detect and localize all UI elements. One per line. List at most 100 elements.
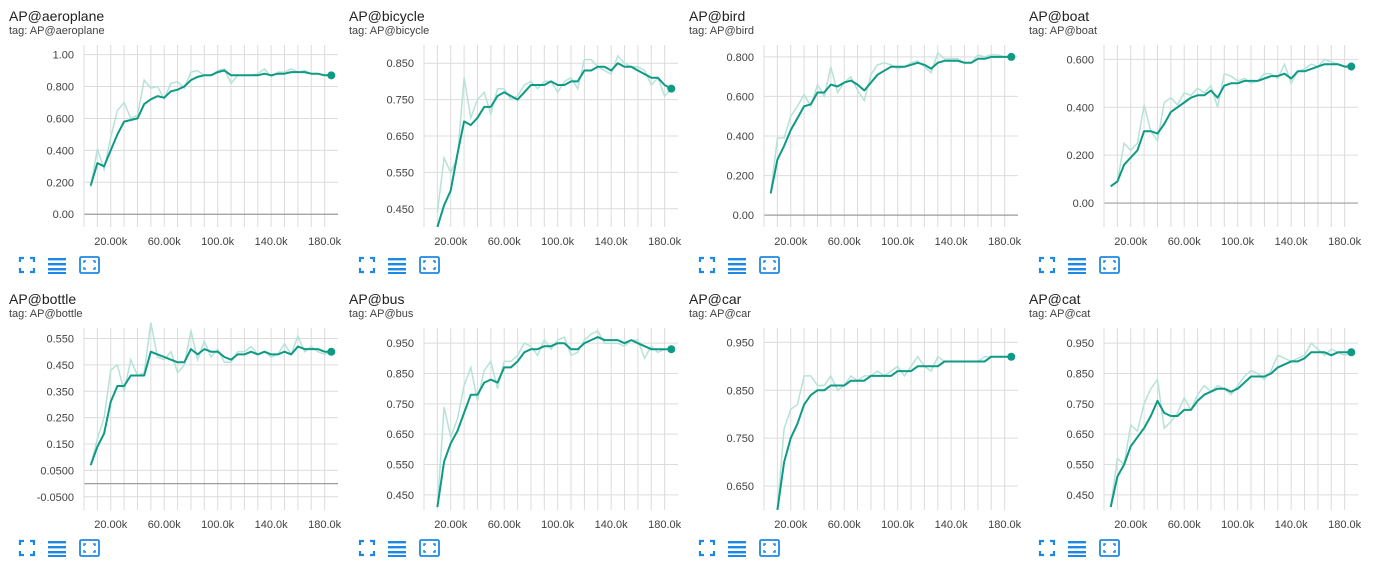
chart-toolbar bbox=[18, 256, 138, 276]
fullscreen-icon bbox=[358, 539, 376, 557]
y-tick-label: 0.600 bbox=[46, 113, 74, 125]
line-chart[interactable]: 0.00 0.200 0.400 0.600 0.800 1.00 20.00k 60.00k… bbox=[0, 0, 342, 250]
chart-toolbar bbox=[698, 539, 818, 559]
x-tick-label: 20.00k bbox=[434, 519, 468, 531]
data-table-icon bbox=[388, 258, 406, 274]
fullscreen-button[interactable] bbox=[358, 539, 380, 557]
raw-series-line bbox=[436, 54, 672, 213]
line-chart[interactable]: 0.450 0.550 0.650 0.750 0.850 20.00k 60.00k 100… bbox=[340, 0, 682, 250]
fit-domain-button[interactable] bbox=[759, 256, 781, 274]
fit-domain-button[interactable] bbox=[1099, 539, 1121, 557]
x-tick-label: 140.0k bbox=[595, 236, 629, 248]
chart-toolbar bbox=[1038, 539, 1158, 559]
x-tick-label: 100.0k bbox=[201, 519, 235, 531]
y-tick-label: 0.400 bbox=[46, 145, 74, 157]
y-tick-label: 0.0500 bbox=[40, 465, 74, 477]
fit-domain-icon bbox=[79, 256, 100, 274]
y-tick-label: -0.0500 bbox=[37, 492, 74, 504]
line-chart[interactable]: 0.450 0.550 0.650 0.750 0.850 0.950 20.00k 60.0… bbox=[340, 283, 682, 533]
x-tick-label: 60.00k bbox=[1168, 519, 1202, 531]
chart-toolbar bbox=[358, 539, 478, 559]
raw-series-line bbox=[436, 330, 672, 508]
last-value-marker bbox=[667, 84, 676, 93]
chart-title: AP@bicycle bbox=[349, 8, 425, 24]
y-tick-label: 0.200 bbox=[726, 171, 754, 183]
x-tick-label: 140.0k bbox=[255, 236, 289, 248]
fullscreen-icon bbox=[358, 256, 376, 274]
y-tick-label: 0.450 bbox=[386, 490, 414, 502]
data-table-button[interactable] bbox=[47, 256, 69, 274]
fit-domain-button[interactable] bbox=[419, 256, 441, 274]
chart-card: AP@bus tag: AP@bus 0.450 0.550 0.650 0.750 0.8… bbox=[340, 283, 682, 565]
last-value-marker bbox=[327, 347, 336, 356]
data-table-icon bbox=[48, 541, 66, 557]
line-chart[interactable]: 0.450 0.550 0.650 0.750 0.850 0.950 20.00k 60.0… bbox=[1020, 283, 1362, 533]
line-chart[interactable]: 0.650 0.750 0.850 0.950 20.00k 60.00k 100.0k 14… bbox=[680, 283, 1022, 533]
x-tick-label: 100.0k bbox=[541, 236, 575, 248]
x-tick-label: 180.0k bbox=[648, 236, 682, 248]
fit-domain-button[interactable] bbox=[419, 539, 441, 557]
chart-tag: tag: AP@bottle bbox=[9, 308, 83, 320]
fit-domain-icon bbox=[759, 539, 780, 557]
x-tick-label: 140.0k bbox=[1275, 236, 1309, 248]
y-tick-label: 0.550 bbox=[46, 334, 74, 346]
last-value-marker bbox=[667, 345, 676, 354]
x-tick-label: 60.00k bbox=[488, 236, 522, 248]
data-table-icon bbox=[388, 541, 406, 557]
y-tick-label: 0.200 bbox=[46, 177, 74, 189]
y-tick-label: 0.350 bbox=[46, 386, 74, 398]
smoothed-series-line bbox=[776, 355, 1012, 510]
fit-domain-button[interactable] bbox=[759, 539, 781, 557]
data-table-button[interactable] bbox=[727, 539, 749, 557]
data-table-button[interactable] bbox=[1067, 539, 1089, 557]
chart-card: AP@cat tag: AP@cat 0.450 0.550 0.650 0.750 0.8… bbox=[1020, 283, 1362, 565]
x-tick-label: 100.0k bbox=[1221, 236, 1255, 248]
data-table-button[interactable] bbox=[47, 539, 69, 557]
last-value-marker bbox=[1347, 348, 1356, 357]
fullscreen-button[interactable] bbox=[1038, 539, 1060, 557]
fullscreen-button[interactable] bbox=[1038, 256, 1060, 274]
fullscreen-button[interactable] bbox=[698, 256, 720, 274]
x-tick-label: 60.00k bbox=[148, 236, 182, 248]
fit-domain-icon bbox=[759, 256, 780, 274]
y-tick-label: 0.00 bbox=[53, 209, 74, 221]
x-tick-label: 100.0k bbox=[201, 236, 235, 248]
raw-series-line bbox=[1110, 58, 1352, 187]
x-tick-label: 100.0k bbox=[881, 236, 915, 248]
y-tick-label: 0.950 bbox=[386, 338, 414, 350]
chart-toolbar bbox=[698, 256, 818, 276]
fullscreen-icon bbox=[698, 539, 716, 557]
fullscreen-button[interactable] bbox=[358, 256, 380, 274]
fullscreen-button[interactable] bbox=[698, 539, 720, 557]
x-tick-label: 140.0k bbox=[935, 236, 969, 248]
data-table-button[interactable] bbox=[387, 256, 409, 274]
fullscreen-button[interactable] bbox=[18, 539, 40, 557]
line-chart[interactable]: 0.00 0.200 0.400 0.600 0.800 20.00k 60.00k 100.… bbox=[680, 0, 1022, 250]
line-chart[interactable]: -0.0500 0.0500 0.150 0.250 0.350 0.450 0.550 20… bbox=[0, 283, 342, 533]
y-tick-label: 0.450 bbox=[386, 204, 414, 216]
x-tick-label: 60.00k bbox=[488, 519, 522, 531]
x-tick-label: 20.00k bbox=[774, 236, 808, 248]
smoothed-series-line bbox=[1110, 63, 1352, 188]
chart-title: AP@bus bbox=[349, 291, 405, 307]
chart-title: AP@cat bbox=[1029, 291, 1081, 307]
fit-domain-button[interactable] bbox=[1099, 256, 1121, 274]
fullscreen-icon bbox=[1038, 539, 1056, 557]
chart-toolbar bbox=[358, 256, 478, 276]
chart-tag: tag: AP@bus bbox=[349, 308, 414, 320]
last-value-marker bbox=[1007, 52, 1016, 61]
fit-domain-button[interactable] bbox=[79, 539, 101, 557]
raw-series-line bbox=[1109, 342, 1352, 508]
x-tick-label: 140.0k bbox=[1275, 519, 1309, 531]
y-tick-label: 0.400 bbox=[1066, 102, 1094, 114]
data-table-button[interactable] bbox=[387, 539, 409, 557]
chart-tag: tag: AP@car bbox=[689, 308, 751, 320]
fullscreen-button[interactable] bbox=[18, 256, 40, 274]
y-tick-label: 0.200 bbox=[1066, 150, 1094, 162]
data-table-button[interactable] bbox=[1067, 256, 1089, 274]
data-table-button[interactable] bbox=[727, 256, 749, 274]
chart-card: AP@aeroplane tag: AP@aeroplane 0.00 0.200 0.… bbox=[0, 0, 342, 282]
data-table-icon bbox=[728, 258, 746, 274]
fit-domain-button[interactable] bbox=[79, 256, 101, 274]
line-chart[interactable]: 0.00 0.200 0.400 0.600 20.00k 60.00k 100.0k 140… bbox=[1020, 0, 1362, 250]
